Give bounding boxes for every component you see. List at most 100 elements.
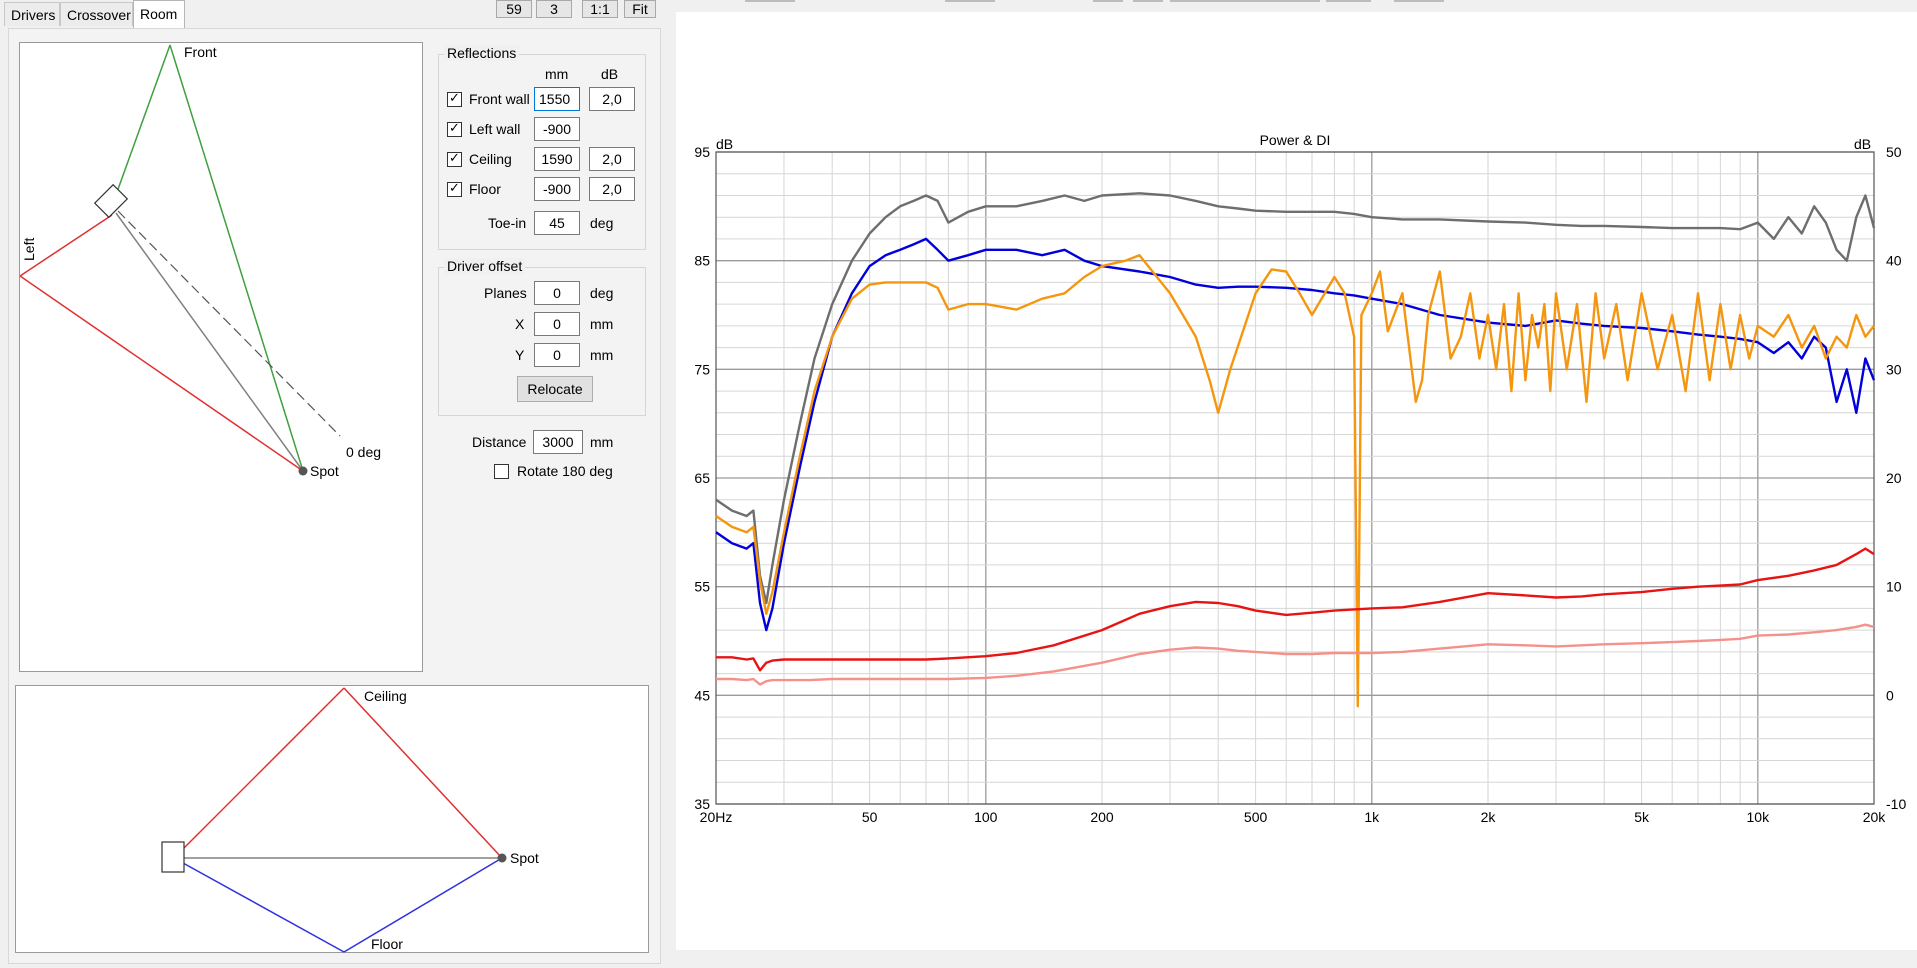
- floor-db-input[interactable]: 2,0: [589, 177, 635, 201]
- series-line-3: [715, 253, 1875, 708]
- front-wall-label: Front: [184, 44, 217, 60]
- ratio-button[interactable]: 1:1: [582, 0, 618, 18]
- side-view-canvas[interactable]: Ceiling Floor Spot: [15, 685, 649, 953]
- x-tick-label: 200: [1090, 809, 1114, 825]
- y-axis-left-label: dB: [716, 136, 733, 152]
- side-view-diagram: Ceiling Floor Spot: [161, 687, 539, 953]
- x-offset-unit: mm: [590, 316, 614, 332]
- top-view-canvas[interactable]: Front Left 0 deg Spot: [19, 42, 423, 672]
- speaker-box-icon[interactable]: [93, 183, 129, 219]
- top-control-fragment: [1170, 0, 1320, 2]
- floor-mm-input[interactable]: -900: [534, 177, 580, 201]
- ceiling-db-input[interactable]: 2,0: [589, 147, 635, 171]
- tab-crossover[interactable]: Crossover: [60, 2, 133, 26]
- fit-button[interactable]: Fit: [624, 0, 656, 18]
- top-control-fragment: [1326, 0, 1371, 2]
- y-right-tick-label: 20: [1886, 470, 1902, 486]
- power-di-chart: 20Hz 50 100 200 500 1k 2k 5k 10k 20k9585756555453…: [694, 132, 1906, 825]
- floor-label: Floor: [371, 936, 403, 952]
- mm-column-header: mm: [545, 66, 569, 82]
- y-right-tick-label: 50: [1886, 144, 1902, 160]
- series-line-1: [715, 192, 1876, 605]
- ceiling-checkbox[interactable]: ✓: [447, 150, 462, 167]
- left-wall-checkbox[interactable]: ✓: [447, 120, 462, 137]
- y-left-tick-label: 95: [694, 144, 710, 160]
- reflections-title: Reflections: [444, 45, 520, 61]
- planes-unit: deg: [590, 285, 614, 301]
- floor-label: Floor: [469, 181, 501, 197]
- tab-room[interactable]: Room: [133, 0, 185, 28]
- listening-spot-marker[interactable]: [298, 466, 308, 476]
- top-control-fragment: [745, 0, 795, 2]
- y-offset-input[interactable]: 0: [534, 343, 580, 367]
- left-wall-label: Left: [21, 238, 37, 261]
- driver-offset-title: Driver offset: [444, 258, 526, 274]
- y-axis-right-label: dB: [1854, 136, 1871, 152]
- x-tick-label: 10k: [1747, 809, 1771, 825]
- toe-in-label: Toe-in: [488, 215, 527, 231]
- db-column-header: dB: [601, 66, 619, 82]
- speaker-box-icon[interactable]: [161, 841, 185, 873]
- rotate-180-checkbox[interactable]: [494, 464, 509, 479]
- direct-path-line: [115, 212, 304, 472]
- front-reflection-line-out: [169, 44, 304, 472]
- planes-label: Planes: [484, 285, 527, 301]
- planes-input[interactable]: 0: [534, 281, 580, 305]
- y-right-tick-label: -10: [1886, 796, 1906, 812]
- plot-frame: [715, 151, 1875, 805]
- front-wall-label: Front wall: [469, 91, 530, 107]
- tab-drivers[interactable]: Drivers: [4, 2, 60, 26]
- left-wall-mm-input[interactable]: -900: [534, 117, 580, 141]
- top-view-diagram: Front Left 0 deg Spot: [20, 44, 381, 479]
- x-tick-label: 100: [974, 809, 998, 825]
- spot-label: Spot: [510, 850, 539, 866]
- driver-offset-group: [438, 267, 646, 416]
- zoom-value-button[interactable]: 59: [496, 0, 532, 18]
- top-control-fragment: [1394, 0, 1444, 2]
- chart-title: Power & DI: [1260, 132, 1331, 148]
- x-offset-input[interactable]: 0: [534, 312, 580, 336]
- left-reflection-line-in: [20, 214, 113, 277]
- y-left-tick-label: 75: [694, 361, 710, 377]
- y-left-tick-label: 65: [694, 470, 710, 486]
- y-left-tick-label: 45: [694, 687, 710, 703]
- top-control-fragment: [1093, 0, 1123, 2]
- y-left-tick-label: 85: [694, 253, 710, 269]
- x-tick-label: 20k: [1863, 809, 1887, 825]
- left-wall-label: Left wall: [469, 121, 521, 137]
- rotate-180-label: Rotate 180 deg: [517, 463, 613, 479]
- front-wall-db-input[interactable]: 2,0: [589, 87, 635, 111]
- relocate-button[interactable]: Relocate: [517, 376, 593, 402]
- ceiling-mm-input[interactable]: 1590: [534, 147, 580, 171]
- spot-label: Spot: [310, 463, 339, 479]
- distance-input[interactable]: 3000: [533, 430, 583, 454]
- x-tick-label: 1k: [1364, 809, 1380, 825]
- toe-in-input[interactable]: 45: [534, 211, 580, 235]
- ceiling-label: Ceiling: [469, 151, 512, 167]
- x-tick-label: 20Hz: [700, 809, 733, 825]
- y-left-tick-label: 35: [694, 796, 710, 812]
- x-tick-label: 2k: [1481, 809, 1497, 825]
- floor-reflection-line-in: [173, 857, 345, 953]
- ceiling-reflection-line-out: [343, 687, 503, 859]
- y-right-tick-label: 10: [1886, 579, 1902, 595]
- top-control-fragment: [1133, 0, 1163, 2]
- x-offset-label: X: [515, 316, 525, 332]
- series-line-4: [716, 547, 1875, 672]
- listening-spot-marker[interactable]: [497, 853, 507, 863]
- front-wall-checkbox[interactable]: ✓: [447, 90, 462, 107]
- step-value-button[interactable]: 3: [536, 0, 572, 18]
- y-right-tick-label: 30: [1886, 361, 1902, 377]
- chart-panel[interactable]: 20Hz 50 100 200 500 1k 2k 5k 10k 20k 95 85 75 65 55 45 3…: [676, 12, 1917, 950]
- left-reflection-line-out: [20, 275, 304, 472]
- distance-label: Distance: [472, 434, 527, 450]
- distance-unit: mm: [590, 434, 614, 450]
- ceiling-reflection-line-in: [173, 687, 345, 859]
- zero-deg-axis-line: [117, 210, 341, 437]
- floor-reflection-line-out: [343, 857, 503, 953]
- top-control-fragment: [945, 0, 995, 2]
- y-left-tick-label: 55: [694, 579, 710, 595]
- floor-checkbox[interactable]: ✓: [447, 180, 462, 197]
- front-wall-mm-input[interactable]: 1550: [534, 87, 580, 111]
- x-tick-label: 50: [862, 809, 878, 825]
